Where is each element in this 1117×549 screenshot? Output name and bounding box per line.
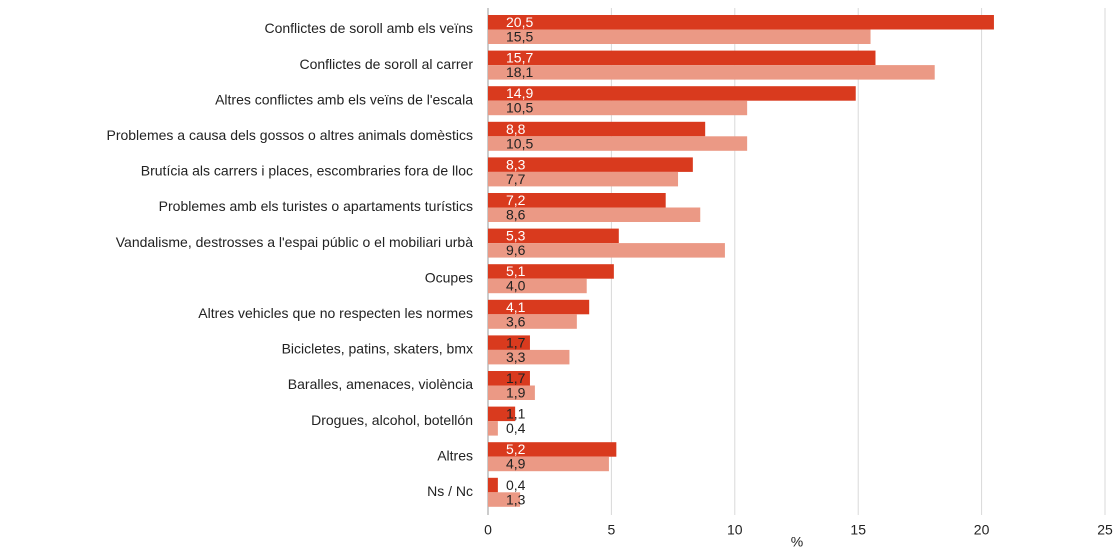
- bar: [488, 228, 619, 244]
- bar: [488, 421, 498, 436]
- category-label: Altres: [437, 447, 473, 463]
- category-label: Baralles, amenaces, violència: [288, 376, 473, 392]
- value-label: 7,7: [506, 171, 526, 187]
- value-label: 0,4: [506, 477, 526, 493]
- value-label: 0,4: [506, 420, 526, 436]
- bar: [488, 136, 748, 151]
- value-label: 1,1: [506, 406, 526, 422]
- category-label: Vandalisme, destrosses a l'espai públic …: [116, 234, 473, 250]
- value-label: 20,5: [506, 14, 533, 30]
- x-tick-label: 15: [850, 522, 866, 538]
- category-label: Altres vehicles que no respecten les nor…: [198, 305, 473, 321]
- bar: [488, 299, 590, 315]
- x-tick-label: 10: [727, 522, 743, 538]
- value-label: 15,5: [506, 28, 533, 44]
- category-label: Ns / Nc: [427, 483, 473, 499]
- bar: [488, 456, 609, 472]
- bar: [488, 406, 516, 422]
- bar: [488, 442, 617, 457]
- bar: [488, 121, 706, 137]
- x-tick-label: 5: [608, 522, 616, 538]
- x-axis-label: %: [791, 534, 803, 549]
- value-label: 5,2: [506, 441, 526, 457]
- value-label: 10,5: [506, 100, 533, 116]
- value-label: 1,7: [506, 334, 526, 350]
- value-label: 4,1: [506, 299, 526, 315]
- bar: [488, 349, 570, 365]
- value-label: 15,7: [506, 50, 533, 66]
- category-label: Drogues, alcohol, botellón: [311, 412, 473, 428]
- value-label: 1,7: [506, 370, 526, 386]
- value-label: 5,3: [506, 228, 526, 244]
- category-label: Problemes a causa dels gossos o altres a…: [106, 127, 473, 143]
- bar: [488, 371, 530, 386]
- bar: [488, 29, 871, 44]
- category-label: Ocupes: [425, 269, 473, 285]
- value-label: 18,1: [506, 64, 533, 80]
- bar: [488, 243, 725, 258]
- category-label: Problemes amb els turistes o apartaments…: [159, 198, 473, 214]
- bar: [488, 335, 530, 350]
- bar: [488, 15, 994, 30]
- bar: [488, 65, 935, 80]
- category-label: Altres conflictes amb els veïns de l'esc…: [215, 91, 473, 107]
- bar: [488, 86, 856, 101]
- bar: [488, 100, 748, 116]
- bar: [488, 477, 498, 493]
- value-label: 8,3: [506, 156, 526, 172]
- value-label: 8,8: [506, 121, 526, 137]
- x-tick-label: 0: [484, 522, 492, 538]
- bar: [488, 207, 701, 222]
- bar: [488, 314, 577, 329]
- value-label: 1,3: [506, 491, 526, 507]
- x-tick-label: 20: [974, 522, 990, 538]
- value-label: 10,5: [506, 135, 533, 151]
- bar: [488, 193, 666, 208]
- bar: [488, 264, 614, 279]
- value-label: 7,2: [506, 192, 526, 208]
- value-label: 3,3: [506, 349, 526, 365]
- category-label: Conflictes de soroll al carrer: [299, 56, 473, 72]
- value-label: 9,6: [506, 242, 526, 258]
- x-tick-label: 25: [1097, 522, 1113, 538]
- bar: [488, 50, 876, 66]
- bar: [488, 171, 679, 187]
- value-label: 8,6: [506, 206, 526, 222]
- value-label: 1,9: [506, 384, 526, 400]
- value-label: 5,1: [506, 263, 526, 279]
- category-label: Bicicletes, patins, skaters, bmx: [282, 341, 473, 357]
- value-label: 4,0: [506, 278, 526, 294]
- bar: [488, 278, 587, 294]
- value-label: 14,9: [506, 85, 533, 101]
- bar: [488, 157, 693, 172]
- category-label: Brutícia als carrers i places, escombrar…: [141, 163, 473, 179]
- value-label: 3,6: [506, 313, 526, 329]
- category-label: Conflictes de soroll amb els veïns: [264, 20, 473, 36]
- bar: [488, 492, 521, 507]
- bar: [488, 385, 535, 400]
- value-label: 4,9: [506, 456, 526, 472]
